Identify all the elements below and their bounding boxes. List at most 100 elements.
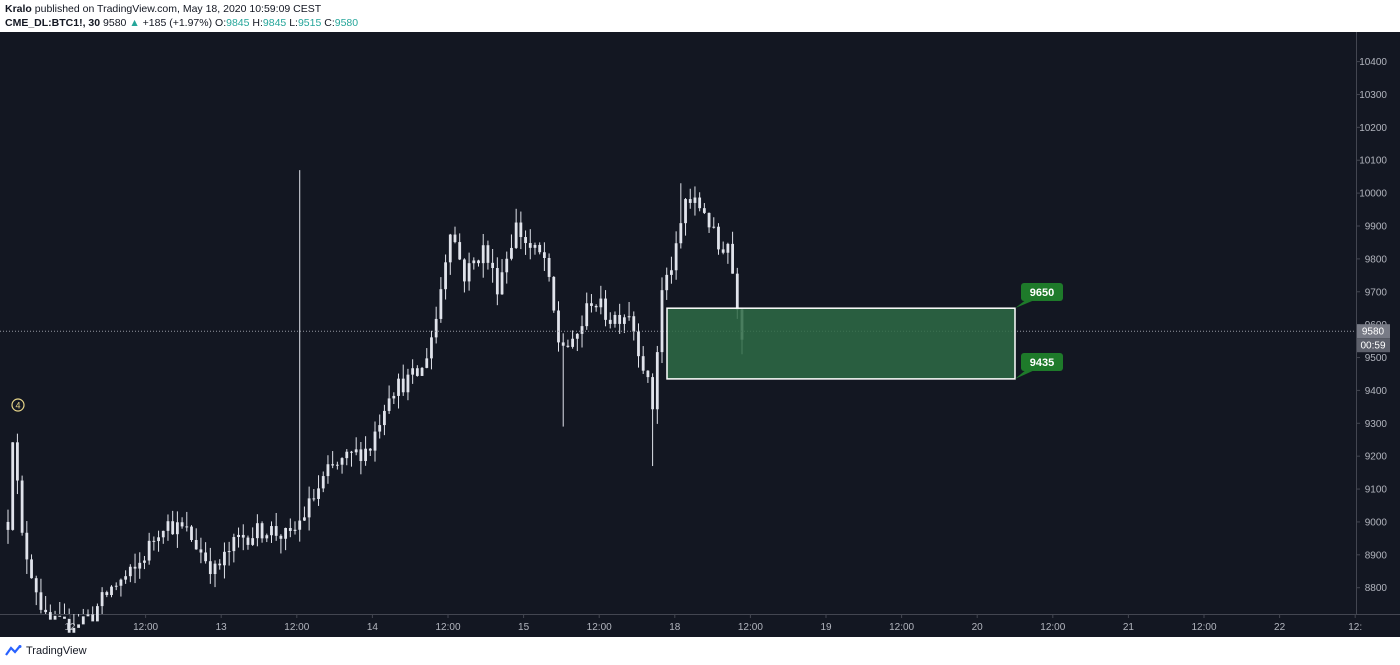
- y-tick-label: 8800: [1365, 583, 1388, 594]
- candle-body: [453, 234, 457, 243]
- candle-body: [25, 532, 29, 560]
- candle-body: [44, 609, 48, 613]
- y-tick-label: 9500: [1365, 353, 1388, 364]
- candle-body: [48, 612, 52, 620]
- candle-body: [161, 530, 165, 538]
- candle-body: [208, 561, 212, 575]
- last-price: 9580: [103, 17, 127, 29]
- tradingview-brand[interactable]: TradingView: [26, 645, 87, 657]
- candle-body: [528, 243, 532, 248]
- open-label: O:: [215, 17, 227, 29]
- candle-body: [599, 298, 603, 308]
- candle-body: [11, 442, 15, 530]
- candle-body: [505, 258, 509, 273]
- candle-body: [552, 276, 556, 311]
- candle-body: [110, 586, 113, 596]
- x-tick-label: 12:00: [1040, 622, 1065, 633]
- candle-body: [655, 352, 659, 410]
- candle-body: [383, 410, 386, 426]
- author-name[interactable]: Kralo: [5, 3, 32, 15]
- candle-body: [500, 272, 504, 295]
- candle-body: [618, 314, 622, 324]
- candle-body: [462, 259, 466, 282]
- x-tick-label: 14: [367, 622, 379, 633]
- candle-body: [128, 566, 132, 577]
- candle-body: [72, 627, 76, 633]
- high-label: H:: [252, 17, 263, 29]
- candle-body: [637, 331, 640, 357]
- candle-body: [561, 342, 565, 346]
- candle-body: [354, 449, 358, 453]
- candle-body: [684, 199, 687, 224]
- candle-body: [39, 592, 43, 610]
- candle-body: [721, 249, 725, 253]
- candle-body: [373, 431, 377, 451]
- candle-body: [86, 614, 90, 617]
- candle-body: [303, 517, 306, 521]
- y-tick-label: 9800: [1365, 254, 1388, 265]
- candle-body: [105, 592, 109, 596]
- y-tick-label: 8900: [1365, 550, 1388, 561]
- candle-body: [81, 616, 85, 625]
- candle-body: [100, 592, 104, 607]
- candle-body: [665, 274, 669, 291]
- candle-body: [53, 615, 57, 620]
- candle-body: [312, 498, 316, 500]
- candle-body: [171, 521, 175, 535]
- candle-body: [157, 537, 160, 542]
- countdown-tag: [1357, 338, 1390, 353]
- zone-bottom-label-pointer: [1015, 369, 1037, 379]
- candle-body: [651, 377, 655, 410]
- candle-body: [632, 316, 636, 332]
- candle-body: [16, 442, 19, 481]
- candle-body: [510, 247, 513, 259]
- candle-body: [175, 522, 179, 535]
- candle-body: [364, 448, 367, 462]
- close-label: C:: [324, 17, 335, 29]
- low-label: L:: [289, 17, 298, 29]
- candle-body: [326, 464, 330, 477]
- candle-body: [702, 208, 706, 213]
- candle-body: [63, 616, 66, 619]
- candle-body: [199, 549, 203, 553]
- candle-body: [213, 563, 217, 575]
- candle-body: [472, 260, 476, 264]
- candle-body: [95, 606, 99, 622]
- candle-body: [660, 290, 664, 353]
- candle-body: [547, 258, 551, 277]
- y-tick-label: 9000: [1365, 517, 1388, 528]
- candle-body: [185, 526, 189, 528]
- candle-body: [218, 563, 222, 566]
- symbol-line: CME_DL:BTC1!, 30 9580 ▲ +185 (+1.97%) O:…: [5, 17, 358, 29]
- candle-body: [138, 562, 142, 569]
- x-tick-label: 12:: [1348, 622, 1362, 633]
- tradingview-logo-icon: [5, 645, 22, 656]
- candle-body: [411, 368, 415, 375]
- x-tick-label: 12:00: [587, 622, 612, 633]
- zone-bottom-label-text: 9435: [1030, 357, 1054, 369]
- zone-bottom-label-box: [1021, 353, 1063, 371]
- candle-body: [331, 464, 335, 466]
- x-tick-label: 15: [518, 622, 530, 633]
- candle-body: [519, 222, 523, 238]
- candle-body: [448, 234, 452, 263]
- candle-body: [180, 522, 184, 527]
- candle-body: [166, 521, 170, 531]
- candle-body: [712, 226, 716, 228]
- candle-body: [397, 378, 400, 396]
- y-tick-label: 10000: [1359, 189, 1387, 200]
- low-value: 9515: [297, 17, 322, 29]
- candle-body: [378, 425, 382, 432]
- price-chart[interactable]: 8800890090009100920093009400950096009700…: [0, 32, 1400, 637]
- candle-body: [491, 262, 495, 269]
- candle-body: [255, 523, 259, 539]
- x-tick-label: 20: [972, 622, 984, 633]
- candle-body: [392, 395, 396, 399]
- chart-area[interactable]: 8800890090009100920093009400950096009700…: [0, 32, 1400, 637]
- candle-body: [514, 222, 518, 248]
- candle-body: [147, 540, 151, 561]
- y-tick-label: 9100: [1365, 485, 1388, 496]
- candle-body: [350, 451, 353, 453]
- candle-body: [265, 535, 269, 539]
- candle-body: [194, 540, 198, 550]
